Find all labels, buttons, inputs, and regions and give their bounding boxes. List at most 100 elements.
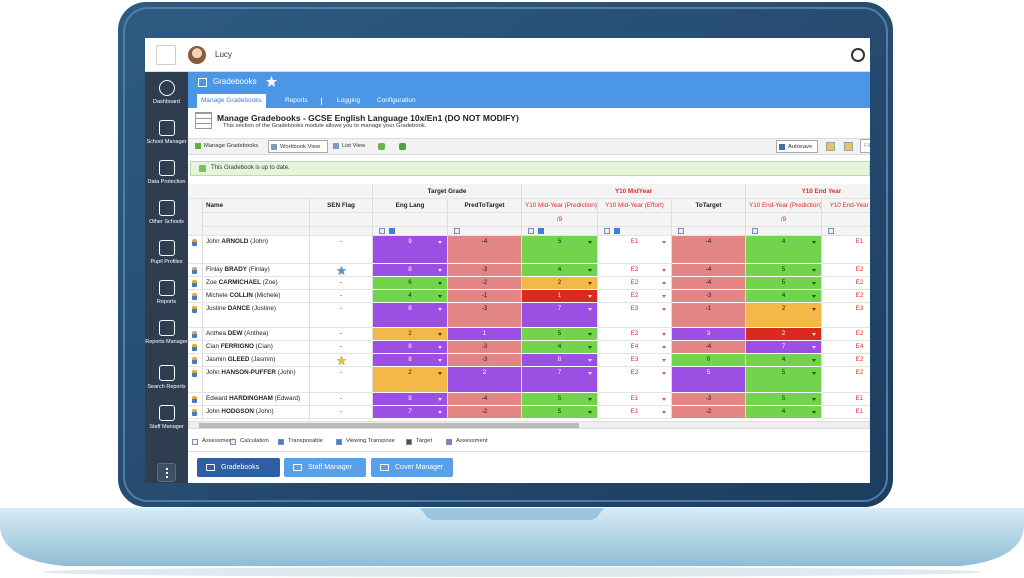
effort-cell[interactable]: E2 xyxy=(822,367,870,393)
more-button[interactable] xyxy=(157,463,176,482)
help-icon[interactable] xyxy=(851,48,865,62)
column-header[interactable]: Y10 Mid-Year (Prediction) xyxy=(522,199,598,213)
toolbar-button[interactable]: List View xyxy=(331,140,365,153)
effort-cell[interactable]: E2 xyxy=(822,277,870,290)
nav-item[interactable]: School Manager xyxy=(145,120,188,146)
effort-cell[interactable]: E2 xyxy=(598,277,672,290)
grade-cell[interactable]: 4 xyxy=(373,290,448,303)
effort-cell[interactable]: E1 xyxy=(822,406,870,419)
pupil-name[interactable]: Michele COLLIN (Michele) xyxy=(203,290,310,303)
effort-cell[interactable]: E4 xyxy=(822,341,870,354)
toolbar-icon[interactable] xyxy=(399,143,406,150)
effort-cell[interactable]: E2 xyxy=(598,328,672,341)
effort-cell[interactable]: E2 xyxy=(822,264,870,277)
grade-cell[interactable]: 7 xyxy=(746,341,822,354)
nav-item[interactable]: Dashboard xyxy=(145,80,188,106)
effort-cell[interactable]: E2 xyxy=(598,367,672,393)
grade-cell[interactable]: 2 xyxy=(746,328,822,341)
grade-cell[interactable]: 4 xyxy=(522,264,598,277)
scroll-thumb[interactable] xyxy=(199,423,579,428)
effort-cell[interactable]: E2 xyxy=(822,354,870,367)
effort-cell[interactable]: E1 xyxy=(598,393,672,406)
grade-cell[interactable]: 4 xyxy=(522,341,598,354)
effort-cell[interactable]: E3 xyxy=(598,354,672,367)
pupil-name[interactable]: Anthea DEW (Anthea) xyxy=(203,328,310,341)
grade-cell[interactable]: 7 xyxy=(373,406,448,419)
autosave-button[interactable]: Autosave xyxy=(776,140,818,153)
effort-cell[interactable]: E4 xyxy=(598,341,672,354)
effort-cell[interactable]: E1 xyxy=(598,406,672,419)
effort-cell[interactable]: E2 xyxy=(822,328,870,341)
column-header[interactable]: Y10 End-Year (Effort) xyxy=(822,199,870,213)
grade-cell[interactable]: 4 xyxy=(746,236,822,264)
column-header[interactable]: ToTarget xyxy=(672,199,746,213)
grade-cell[interactable]: 9 xyxy=(373,236,448,264)
favourite-star[interactable] xyxy=(266,76,277,87)
grade-cell[interactable]: 5 xyxy=(522,406,598,419)
pupil-name[interactable]: Zoe CARMICHAEL (Zoe) xyxy=(203,277,310,290)
column-header[interactable]: Y10 Mid-Year (Effort) xyxy=(598,199,672,213)
tab[interactable]: Manage Gradebooks xyxy=(197,94,266,108)
grade-cell[interactable]: 5 xyxy=(746,393,822,406)
pupil-name[interactable]: Edward HARDINGHAM (Edward) xyxy=(203,393,310,406)
grade-cell[interactable]: 2 xyxy=(373,328,448,341)
grade-cell[interactable]: 2 xyxy=(746,303,822,328)
grade-cell[interactable]: 2 xyxy=(522,277,598,290)
tab[interactable]: Reports xyxy=(285,97,308,104)
grade-cell[interactable]: 8 xyxy=(373,393,448,406)
filter-input[interactable]: Filter xyxy=(860,139,870,153)
user-name[interactable]: Lucy xyxy=(215,50,232,59)
grade-cell[interactable]: 8 xyxy=(522,354,598,367)
grade-cell[interactable]: 1 xyxy=(522,290,598,303)
column-header[interactable]: Eng Lang xyxy=(373,199,448,213)
grade-cell[interactable]: 2 xyxy=(373,367,448,393)
grade-cell[interactable]: 5 xyxy=(522,393,598,406)
toolbar-icon[interactable] xyxy=(844,142,853,151)
bottom-button[interactable]: Gradebooks xyxy=(197,458,280,477)
effort-cell[interactable]: E2 xyxy=(598,264,672,277)
avatar[interactable] xyxy=(188,46,206,64)
apps-button[interactable] xyxy=(156,45,176,65)
nav-item[interactable]: Reports Manager xyxy=(145,320,188,346)
nav-item[interactable]: Search Reports xyxy=(145,365,188,391)
pupil-name[interactable]: John HANSON-PUFFER (John) xyxy=(203,367,310,393)
effort-cell[interactable]: E1 xyxy=(822,393,870,406)
column-header[interactable]: Name xyxy=(203,199,310,213)
grade-cell[interactable]: 5 xyxy=(746,264,822,277)
column-header[interactable]: Y10 End-Year (Prediction) xyxy=(746,199,822,213)
toolbar-button[interactable]: Workbook View xyxy=(268,140,328,153)
bottom-button[interactable]: Cover Manager xyxy=(371,458,453,477)
pupil-name[interactable]: Finlay BRADY (Finlay) xyxy=(203,264,310,277)
grade-cell[interactable]: 4 xyxy=(746,290,822,303)
scrollbar[interactable] xyxy=(188,421,870,429)
toolbar-icon[interactable] xyxy=(378,143,385,150)
pupil-name[interactable]: John HODGSON (John) xyxy=(203,406,310,419)
pupil-name[interactable]: Justine DANCE (Justine) xyxy=(203,303,310,328)
grade-cell[interactable]: 5 xyxy=(746,277,822,290)
grade-cell[interactable]: 6 xyxy=(373,277,448,290)
effort-cell[interactable]: E3 xyxy=(598,303,672,328)
nav-item[interactable]: Pupil Profiles xyxy=(145,240,188,266)
grade-cell[interactable]: 4 xyxy=(746,406,822,419)
column-header[interactable]: PredToTarget xyxy=(448,199,522,213)
toolbar-button[interactable]: Manage Gradebooks xyxy=(193,140,265,153)
tab[interactable]: Configuration xyxy=(377,97,416,104)
nav-item[interactable]: Other Schools xyxy=(145,200,188,226)
pupil-name[interactable]: Jasmin GLEED (Jasmin) xyxy=(203,354,310,367)
pupil-name[interactable]: John ARNOLD (John) xyxy=(203,236,310,264)
toolbar-icon[interactable] xyxy=(826,142,835,151)
grade-cell[interactable]: 8 xyxy=(373,303,448,328)
column-header[interactable]: SEN Flag xyxy=(310,199,373,213)
pupil-name[interactable]: Cian FERRIGNO (Cian) xyxy=(203,341,310,354)
grade-cell[interactable]: 7 xyxy=(522,303,598,328)
effort-cell[interactable]: E1 xyxy=(822,236,870,264)
effort-cell[interactable]: E2 xyxy=(822,290,870,303)
nav-item[interactable]: Reports xyxy=(145,280,188,306)
grade-cell[interactable]: 8 xyxy=(373,264,448,277)
grade-cell[interactable]: 7 xyxy=(522,367,598,393)
grade-cell[interactable]: 5 xyxy=(522,236,598,264)
tab[interactable]: Logging xyxy=(337,97,361,104)
nav-item[interactable]: Data Protection xyxy=(145,160,188,186)
grade-cell[interactable]: 8 xyxy=(373,341,448,354)
effort-cell[interactable]: E3 xyxy=(822,303,870,328)
